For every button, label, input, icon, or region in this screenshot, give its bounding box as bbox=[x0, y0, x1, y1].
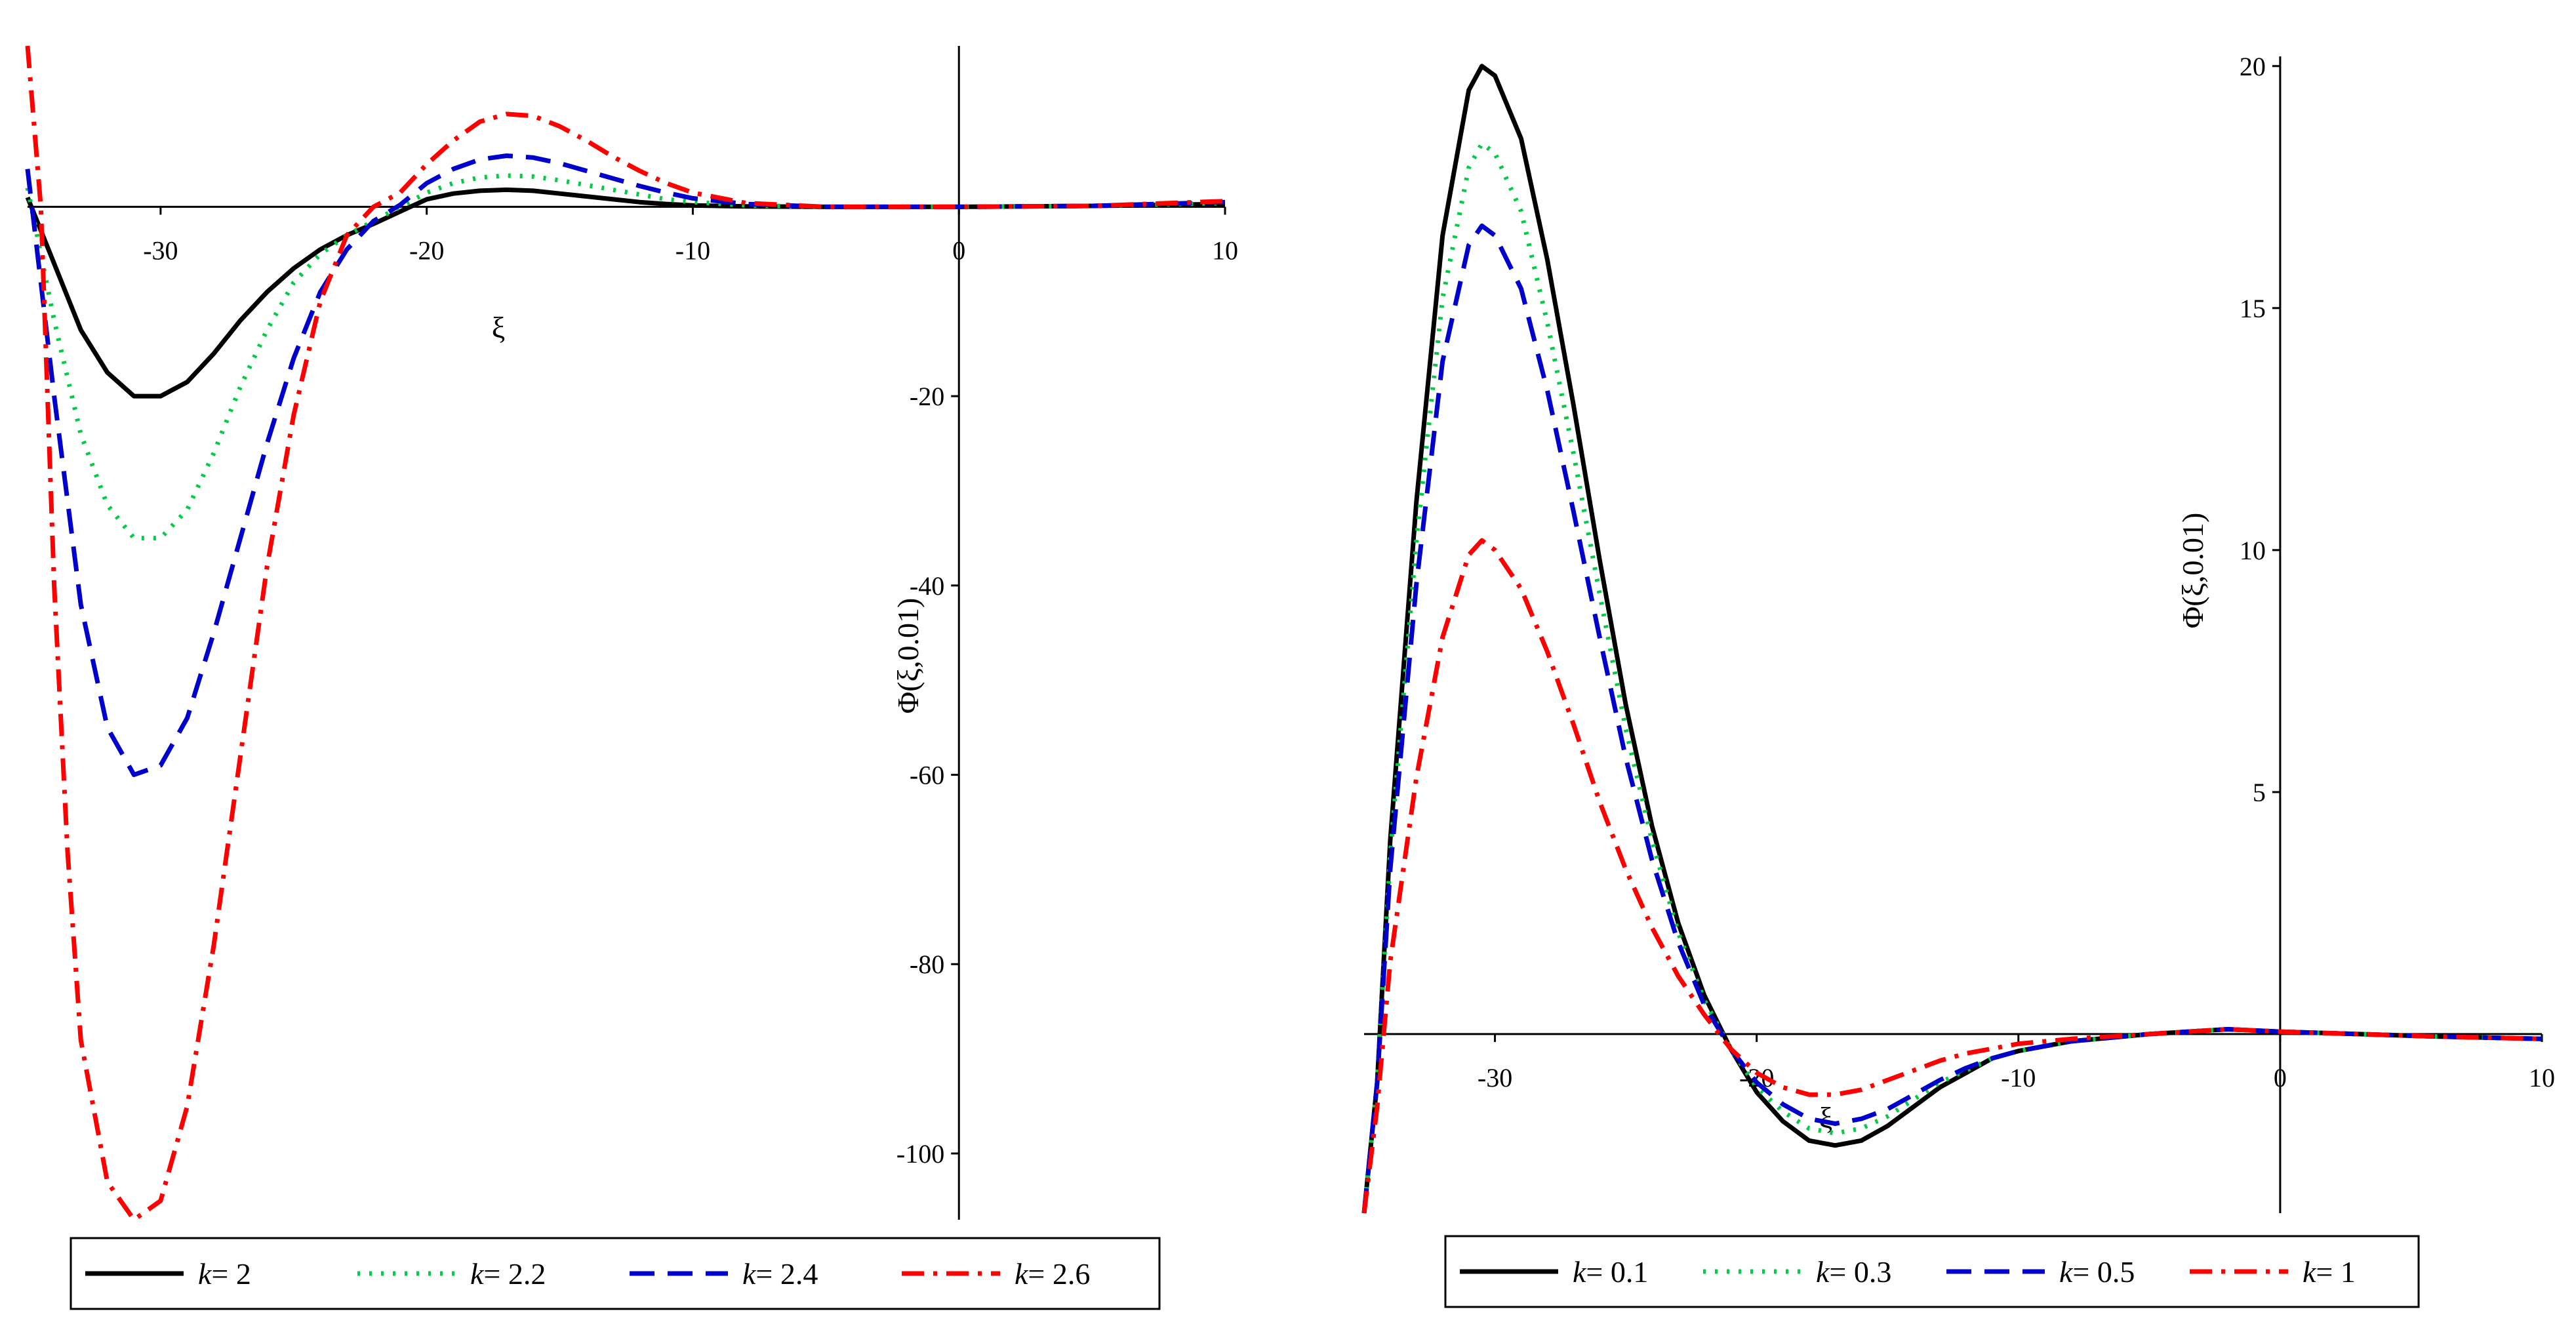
x-tick-label: 10 bbox=[1212, 235, 1238, 265]
legend-label-2: k= 2.4 bbox=[742, 1257, 818, 1291]
x-axis-label: ξ bbox=[492, 311, 506, 344]
x-axis-label: ξ bbox=[1819, 1101, 1833, 1134]
series-line-1 bbox=[1361, 141, 2543, 1214]
x-tick-label: -30 bbox=[1478, 1063, 1512, 1093]
x-tick-label: 0 bbox=[2274, 1063, 2287, 1093]
y-tick-label: 20 bbox=[2240, 52, 2266, 81]
y-axis-label: Φ(ξ,0.01) bbox=[891, 598, 925, 714]
y-tick-label: -60 bbox=[910, 761, 944, 790]
y-tick-label: 10 bbox=[2240, 536, 2266, 565]
x-tick-label: 10 bbox=[2529, 1063, 2555, 1093]
y-tick-label: 5 bbox=[2253, 778, 2266, 807]
y-tick-label: 15 bbox=[2240, 294, 2266, 323]
y-tick-label: -20 bbox=[910, 382, 944, 411]
legend-label-3: k= 1 bbox=[2303, 1255, 2356, 1289]
x-tick-label: 0 bbox=[952, 235, 965, 265]
y-tick-label: -40 bbox=[910, 571, 944, 601]
x-tick-label: -20 bbox=[409, 235, 444, 265]
series-line-0 bbox=[25, 187, 1226, 399]
legend-label-3: k= 2.6 bbox=[1015, 1257, 1090, 1291]
y-tick-label: -100 bbox=[896, 1139, 944, 1169]
y-axis-label: Φ(ξ,0.01) bbox=[2176, 513, 2209, 629]
series-line-3 bbox=[1361, 538, 2543, 1214]
legend-label-0: k= 2 bbox=[198, 1257, 251, 1291]
series-line-2 bbox=[1361, 223, 2543, 1214]
x-tick-label: -10 bbox=[2001, 1063, 2036, 1093]
series-line-1 bbox=[25, 173, 1226, 541]
x-tick-label: -10 bbox=[675, 235, 710, 265]
y-tick-label: -80 bbox=[910, 950, 944, 979]
legend-label-1: k= 2.2 bbox=[470, 1257, 546, 1291]
legend-label-2: k= 0.5 bbox=[2059, 1255, 2135, 1289]
series-line-2 bbox=[25, 153, 1226, 777]
series-line-0 bbox=[1361, 64, 2543, 1214]
chart-left: -30 -20 -10 0 10-20-40-60-80-100ξΦ(ξ,0.01)k=… bbox=[25, 45, 1238, 1310]
x-tick-label: -30 bbox=[143, 235, 178, 265]
legend-label-0: k= 0.1 bbox=[1573, 1255, 1648, 1289]
series-line-3 bbox=[25, 45, 1226, 1222]
legend-label-1: k= 0.3 bbox=[1816, 1255, 1891, 1289]
